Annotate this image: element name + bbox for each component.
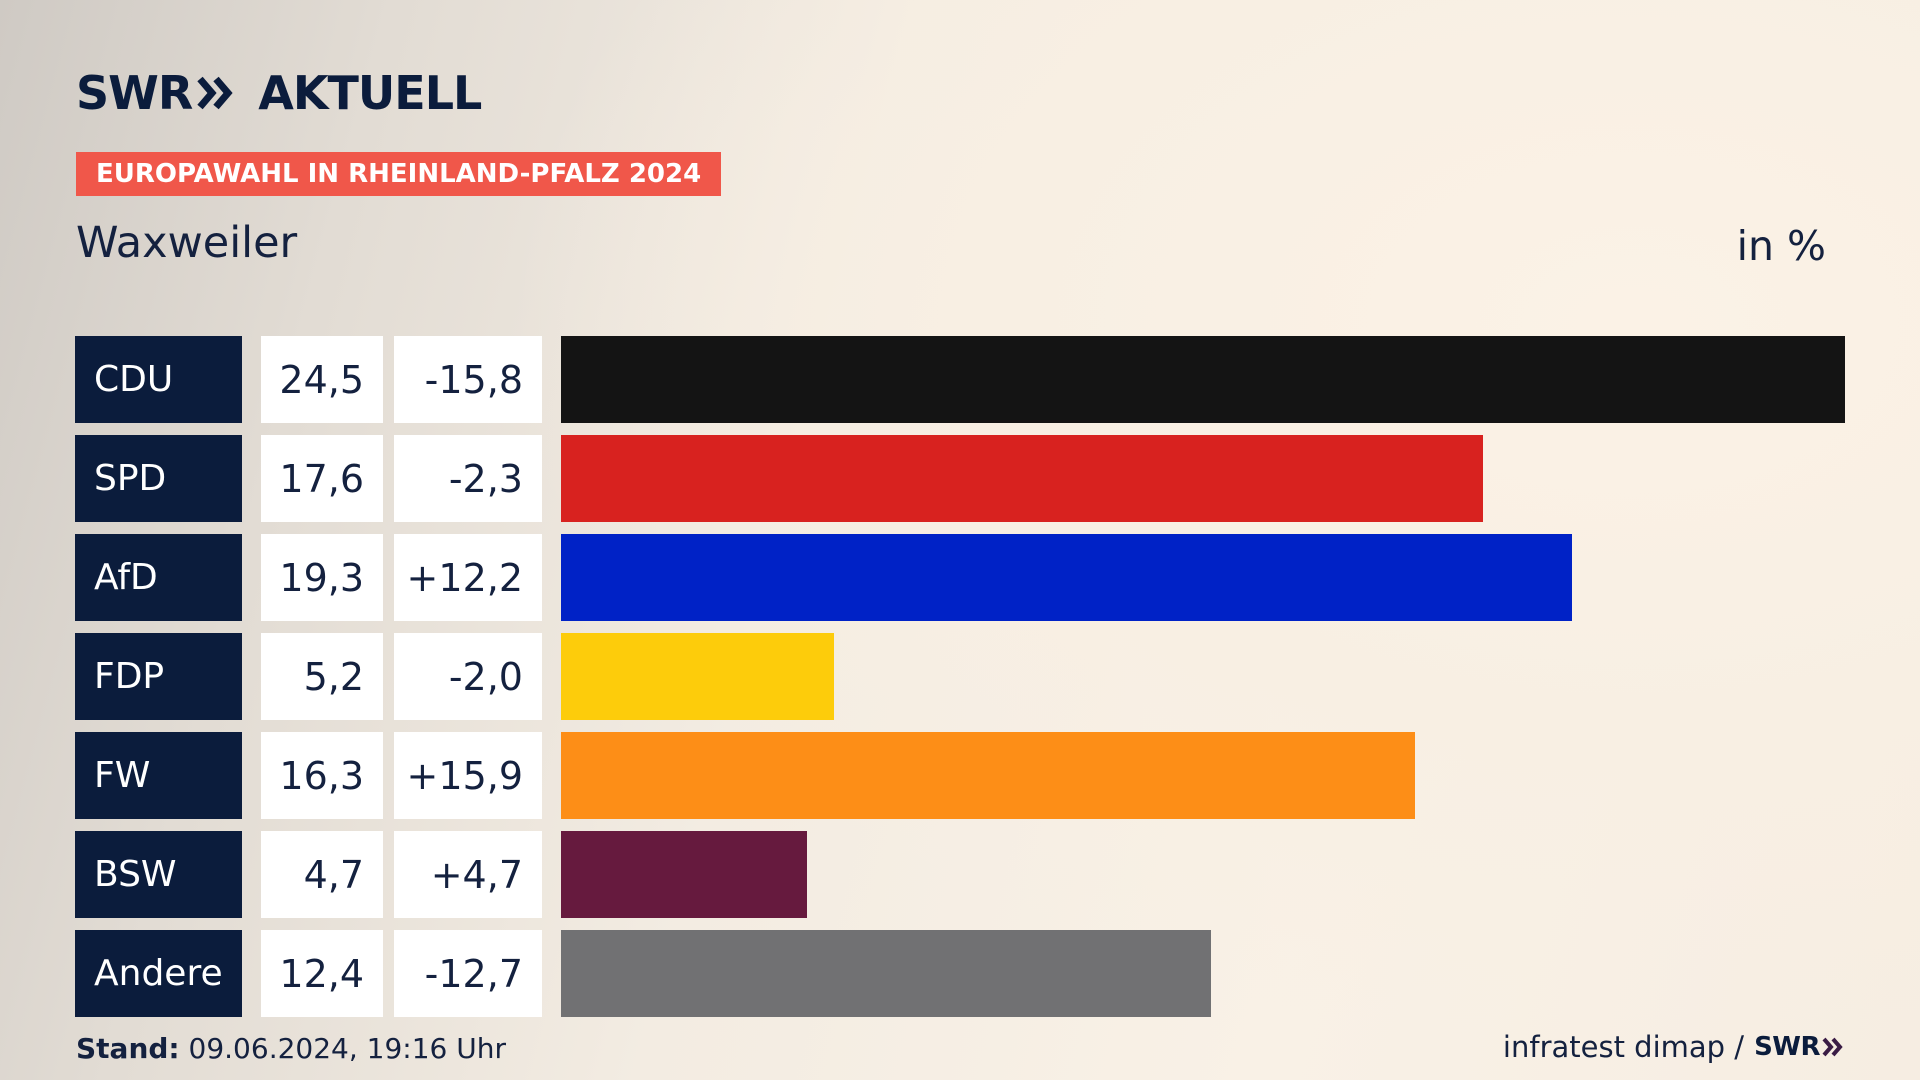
result-row-andere: Andere 12,4 -12,7 bbox=[0, 930, 1920, 1017]
stand-value: 09.06.2024, 19:16 Uhr bbox=[188, 1032, 506, 1065]
result-bar bbox=[561, 435, 1483, 522]
result-bar bbox=[561, 831, 807, 918]
swr-mini-logo-text: SWR bbox=[1754, 1032, 1820, 1062]
party-label: SPD bbox=[75, 435, 242, 522]
election-badge: EUROPAWAHL IN RHEINLAND-PFALZ 2024 bbox=[76, 152, 722, 196]
result-bar bbox=[561, 534, 1572, 621]
party-label: FW bbox=[75, 732, 242, 819]
chart-title: Waxweiler bbox=[76, 218, 298, 268]
vote-change-value: -15,8 bbox=[394, 336, 542, 423]
result-bar bbox=[561, 336, 1845, 423]
party-label: AfD bbox=[75, 534, 242, 621]
vote-change-value: +12,2 bbox=[394, 534, 542, 621]
result-row-spd: SPD 17,6 -2,3 bbox=[0, 435, 1920, 522]
result-row-afd: AfD 19,3 +12,2 bbox=[0, 534, 1920, 621]
vote-change-value: -12,7 bbox=[394, 930, 542, 1017]
vote-change-value: -2,0 bbox=[394, 633, 542, 720]
double-chevron-icon bbox=[197, 76, 233, 110]
swr-logo-text: SWR bbox=[76, 66, 193, 120]
party-label: Andere bbox=[75, 930, 242, 1017]
vote-share-value: 19,3 bbox=[261, 534, 383, 621]
result-bar bbox=[561, 633, 834, 720]
party-label: FDP bbox=[75, 633, 242, 720]
result-bar bbox=[561, 930, 1211, 1017]
aktuell-logo-text: AKTUELL bbox=[258, 66, 482, 120]
party-label: BSW bbox=[75, 831, 242, 918]
party-label: CDU bbox=[75, 336, 242, 423]
vote-change-value: +4,7 bbox=[394, 831, 542, 918]
stand-label: Stand: bbox=[76, 1032, 180, 1065]
source-credit: infratest dimap / SWR bbox=[1503, 1030, 1844, 1064]
vote-change-value: -2,3 bbox=[394, 435, 542, 522]
vote-share-value: 24,5 bbox=[261, 336, 383, 423]
result-row-fdp: FDP 5,2 -2,0 bbox=[0, 633, 1920, 720]
result-row-fw: FW 16,3 +15,9 bbox=[0, 732, 1920, 819]
result-row-cdu: CDU 24,5 -15,8 bbox=[0, 336, 1920, 423]
vote-share-value: 5,2 bbox=[261, 633, 383, 720]
unit-label: in % bbox=[1736, 222, 1826, 270]
vote-change-value: +15,9 bbox=[394, 732, 542, 819]
source-text: infratest dimap / bbox=[1502, 1030, 1745, 1064]
vote-share-value: 12,4 bbox=[261, 930, 383, 1017]
vote-share-value: 16,3 bbox=[261, 732, 383, 819]
double-chevron-icon bbox=[1822, 1037, 1843, 1057]
swr-mini-logo: SWR bbox=[1754, 1032, 1844, 1062]
swr-logo: SWR bbox=[76, 70, 236, 116]
swr-aktuell-logo: SWR AKTUELL bbox=[76, 66, 482, 120]
vote-share-value: 4,7 bbox=[261, 831, 383, 918]
timestamp: Stand: 09.06.2024, 19:16 Uhr bbox=[76, 1032, 506, 1065]
result-row-bsw: BSW 4,7 +4,7 bbox=[0, 831, 1920, 918]
vote-share-value: 17,6 bbox=[261, 435, 383, 522]
result-bar bbox=[561, 732, 1415, 819]
